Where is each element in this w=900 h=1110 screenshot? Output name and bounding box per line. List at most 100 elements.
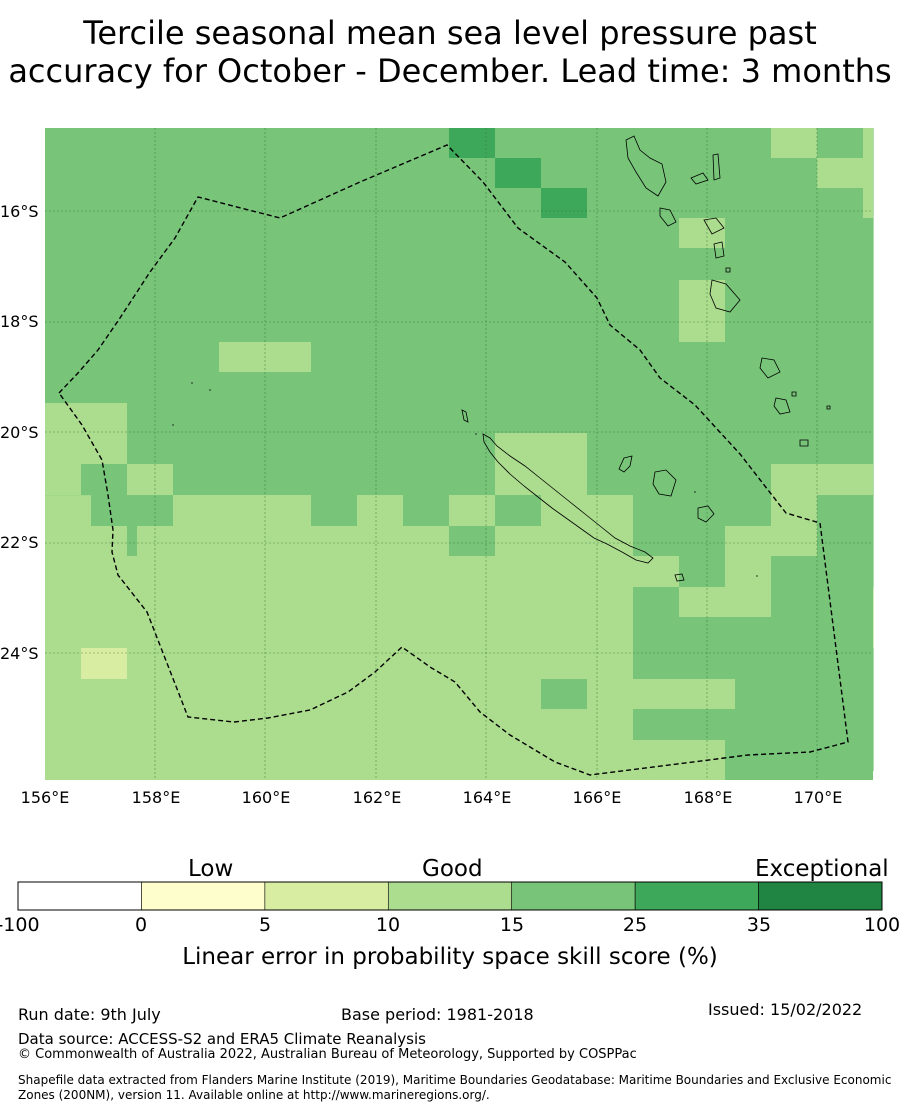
skill-cell: [367, 128, 414, 160]
skill-cell: [551, 281, 598, 313]
skill-cell: [817, 464, 873, 495]
graticule: [45, 128, 873, 780]
skill-cell: [321, 281, 368, 313]
title-line-2: accuracy for October - December. Lead ti…: [8, 52, 892, 90]
skill-cell: [495, 433, 587, 495]
skill-cell: [367, 281, 414, 313]
lon-label-160e: 160°E: [241, 788, 291, 807]
skill-cell: [735, 342, 782, 374]
tanna-outline: [773, 397, 791, 415]
skill-cell: [459, 189, 506, 221]
skill-cell: [449, 128, 495, 158]
skill-cell: [689, 189, 736, 221]
skill-cell: [127, 464, 173, 495]
skill-cell: [137, 403, 184, 435]
skill-cell: [735, 158, 782, 190]
skill-cell: [275, 128, 322, 160]
skill-cell: [863, 128, 873, 218]
skill-cell: [587, 679, 633, 709]
lon-label-158e: 158°E: [131, 788, 181, 807]
colorbar-tick: 100: [863, 914, 900, 936]
skill-cell: [229, 372, 276, 404]
skill-cell: [495, 526, 633, 556]
skill-cell: [367, 434, 414, 466]
skill-cell: [449, 495, 495, 526]
skill-cell: [45, 128, 92, 160]
skill-cell: [689, 434, 736, 466]
skill-cell: [91, 281, 138, 313]
colorbar-tick: 15: [499, 914, 525, 936]
skill-cell: [45, 679, 541, 709]
skill-cell: [137, 189, 184, 221]
skill-cell: [321, 372, 368, 404]
skill-cell: [459, 342, 506, 374]
skill-cell: [505, 128, 552, 160]
colorbar-tick: 0: [134, 914, 148, 936]
skill-cell: [459, 372, 506, 404]
skill-cell: [173, 495, 311, 526]
skill-cell: [367, 403, 414, 435]
skill-cell: [597, 464, 644, 496]
skill-cell: [827, 403, 874, 435]
title-line-1: Tercile seasonal mean sea level pressure…: [83, 14, 817, 52]
skill-cell: [45, 250, 92, 282]
colorbar-tick: -100: [0, 914, 40, 936]
skill-cell: [183, 434, 230, 466]
skill-cell: [551, 219, 598, 251]
skill-cell: [275, 250, 322, 282]
skill-cell: [321, 250, 368, 282]
colorbar-segment: [387, 881, 513, 911]
skill-cell: [551, 128, 598, 160]
skill-cell: [735, 250, 782, 282]
skill-cell: [173, 526, 449, 556]
skill-cell: [781, 219, 828, 251]
skill-cell: [91, 342, 138, 374]
maewo-outline: [712, 153, 721, 181]
skill-cell: [459, 281, 506, 313]
aneityum-outline: [799, 439, 809, 447]
skill-cell: [551, 403, 598, 435]
skill-cell: [551, 342, 598, 374]
skill-cell: [551, 158, 598, 190]
skill-cell: [183, 158, 230, 190]
ouvea-outline: [618, 455, 633, 473]
skill-cell: [781, 311, 828, 343]
colorbar-tick: 25: [622, 914, 648, 936]
skill-cell: [505, 372, 552, 404]
new-caledonia-outline: [482, 433, 654, 564]
skill-cell: [633, 679, 725, 709]
skill-cell: [597, 189, 644, 221]
skill-cell: [725, 709, 771, 740]
skill-cell: [321, 342, 368, 374]
skill-cell: [541, 495, 633, 526]
skill-cell: [275, 189, 322, 221]
skill-cell: [183, 372, 230, 404]
skill-cell: [367, 189, 414, 221]
skill-cell: [735, 372, 782, 404]
skill-cell: [137, 281, 184, 313]
skill-cell: [771, 526, 817, 556]
skill-cell: [597, 281, 644, 313]
skill-cell: [597, 250, 644, 282]
skill-cell: [643, 250, 690, 282]
skill-cell: [367, 158, 414, 190]
skill-cell: [413, 342, 460, 374]
skill-cell: [137, 219, 184, 251]
colorbar-frame: [17, 881, 883, 911]
skill-cell: [597, 311, 644, 343]
skill-cell: [643, 403, 690, 435]
skill-cell: [45, 342, 92, 374]
skill-cell: [735, 219, 782, 251]
colorbar-segment: [758, 881, 883, 911]
skill-cell: [735, 189, 782, 221]
skill-cell: [551, 311, 598, 343]
skill-cell: [541, 188, 587, 218]
colorbar-tick: 10: [375, 914, 401, 936]
skill-cell: [183, 311, 230, 343]
skill-cell: [827, 219, 874, 251]
skill-cell: [679, 617, 771, 679]
skill-cell: [689, 128, 736, 160]
skill-cell: [275, 434, 322, 466]
colorbar-tick: 5: [258, 914, 272, 936]
category-good: Good: [422, 856, 483, 882]
